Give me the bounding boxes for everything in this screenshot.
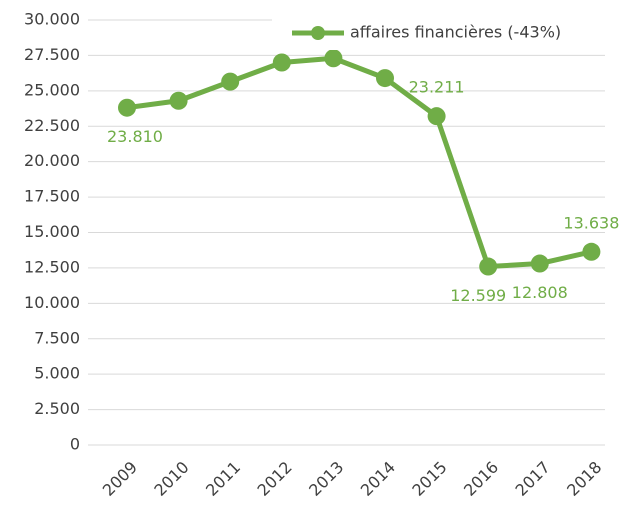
y-tick-label: 15.000: [24, 222, 80, 241]
data-label: 13.638: [563, 213, 619, 232]
data-label: 12.599: [450, 286, 506, 305]
data-point: [169, 91, 188, 110]
y-tick-label: 17.500: [24, 187, 80, 206]
y-tick-label: 10.000: [24, 293, 80, 312]
y-tick-label: 0: [70, 435, 80, 454]
data-point: [272, 53, 291, 72]
x-tick-label: 2012: [254, 458, 296, 500]
y-tick-label: 27.500: [24, 45, 80, 64]
data-point: [479, 257, 498, 276]
x-tick-label: 2011: [202, 458, 244, 500]
y-tick-label: 12.500: [24, 257, 80, 276]
x-tick-label: 2015: [408, 458, 450, 500]
x-tick-label: 2014: [357, 458, 399, 500]
y-tick-label: 7.500: [34, 328, 80, 347]
legend-label: affaires financières (-43%): [350, 23, 561, 42]
y-tick-label: 30.000: [24, 10, 80, 29]
y-tick-label: 22.500: [24, 116, 80, 135]
data-point: [582, 242, 601, 261]
data-label: 12.808: [512, 283, 568, 302]
x-tick-label: 2016: [460, 458, 502, 500]
data-label: 23.211: [409, 78, 465, 97]
data-line: [126, 55, 592, 270]
x-tick-label: 2010: [150, 458, 192, 500]
y-tick-label: 25.000: [24, 80, 80, 99]
legend-marker: [311, 26, 325, 40]
y-tick-label: 5.000: [34, 364, 80, 383]
x-tick-label: 2018: [563, 458, 605, 500]
data-label: 23.810: [107, 127, 163, 146]
y-tick-label: 20.000: [24, 151, 80, 170]
data-point: [427, 107, 446, 126]
data-point: [118, 98, 136, 117]
x-tick-label: 2017: [512, 458, 554, 500]
data-point: [530, 254, 549, 273]
x-tick-label: 2013: [305, 458, 347, 500]
data-point: [324, 49, 343, 68]
y-tick-label: 2.500: [34, 399, 80, 418]
x-tick-label: 2009: [99, 458, 141, 500]
data-point: [376, 69, 394, 88]
data-point: [221, 72, 240, 91]
